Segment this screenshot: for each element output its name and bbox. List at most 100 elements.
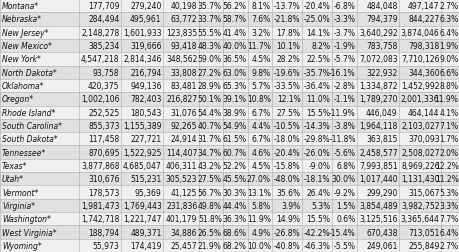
Text: 299,290: 299,290 (365, 188, 397, 197)
Text: 363,815: 363,815 (365, 135, 397, 144)
Text: 1,017,440: 1,017,440 (358, 175, 397, 183)
Text: Wyoming*: Wyoming* (2, 241, 42, 250)
Text: 10.0%: 10.0% (246, 241, 270, 250)
Text: 15.5%: 15.5% (306, 214, 330, 223)
Text: 855,373: 855,373 (88, 121, 119, 131)
Text: 6.7%: 6.7% (251, 108, 270, 117)
Text: Utah*: Utah* (2, 175, 24, 183)
Text: 33,808: 33,808 (170, 69, 197, 77)
Text: 15.5%: 15.5% (306, 108, 330, 117)
Bar (0, 146, 459, 159)
Text: 4.6%: 4.6% (251, 148, 270, 157)
Text: -36.4%: -36.4% (302, 82, 330, 91)
Bar (0, 239, 459, 252)
Text: 2.7%: 2.7% (438, 241, 458, 250)
Text: 13.1%: 13.1% (246, 188, 270, 197)
Text: 50.1%: 50.1% (197, 95, 221, 104)
Text: -18.1%: -18.1% (303, 175, 330, 183)
Bar (0, 133, 459, 146)
Text: 4,547,218: 4,547,218 (81, 55, 119, 64)
Text: -33.5%: -33.5% (273, 82, 300, 91)
Text: 782,403: 782,403 (130, 95, 161, 104)
Text: 1,601,933: 1,601,933 (123, 29, 161, 38)
Text: 370,093: 370,093 (407, 135, 439, 144)
Text: 17.8%: 17.8% (276, 29, 300, 38)
Text: 3.3%: 3.3% (438, 201, 458, 210)
Text: 10.1%: 10.1% (276, 42, 300, 51)
Text: 2.7%: 2.7% (438, 2, 458, 11)
Text: 45.5%: 45.5% (222, 175, 246, 183)
Text: 27.5%: 27.5% (276, 108, 300, 117)
Text: 38.9%: 38.9% (222, 108, 246, 117)
Text: New Jersey*: New Jersey* (2, 29, 48, 38)
Text: 6.4%: 6.4% (438, 29, 458, 38)
Text: 28.9%: 28.9% (197, 82, 221, 91)
Text: 284,494: 284,494 (88, 15, 119, 24)
Text: -5.6%: -5.6% (333, 148, 355, 157)
Text: -40.8%: -40.8% (273, 241, 300, 250)
Text: 798,318: 798,318 (408, 42, 439, 51)
Text: 1,155,389: 1,155,389 (123, 121, 161, 131)
Text: 33.7%: 33.7% (197, 15, 221, 24)
Text: 1,789,270: 1,789,270 (358, 95, 397, 104)
Text: 93,418: 93,418 (170, 42, 197, 51)
Text: 1.7%: 1.7% (438, 135, 458, 144)
Text: -11.9%: -11.9% (328, 108, 355, 117)
Text: 3,125,516: 3,125,516 (358, 214, 397, 223)
Text: 22.5%: 22.5% (306, 55, 330, 64)
Text: Oregon*: Oregon* (2, 95, 34, 104)
Text: 188,794: 188,794 (88, 228, 119, 237)
Text: 177,709: 177,709 (88, 2, 119, 11)
Bar (0, 226, 459, 239)
Text: 30.3%: 30.3% (222, 188, 246, 197)
Text: 27.0%: 27.0% (246, 175, 270, 183)
Text: -16.1%: -16.1% (328, 69, 355, 77)
Text: 2,148,278: 2,148,278 (81, 29, 119, 38)
Text: 49.8%: 49.8% (197, 201, 221, 210)
Text: 4.9%: 4.9% (251, 228, 270, 237)
Text: West Virginia*: West Virginia* (2, 228, 56, 237)
Text: 794,379: 794,379 (365, 15, 397, 24)
Text: 7,993,851: 7,993,851 (358, 161, 397, 170)
Text: Rhode Island*: Rhode Island* (2, 108, 55, 117)
Text: 216,794: 216,794 (130, 69, 161, 77)
Text: 56.2%: 56.2% (222, 2, 246, 11)
Text: 0.6%: 0.6% (336, 214, 355, 223)
Text: -11.8%: -11.8% (329, 135, 355, 144)
Bar (0, 40, 459, 53)
Text: 348,562: 348,562 (166, 55, 197, 64)
Text: 322,932: 322,932 (366, 69, 397, 77)
Text: 406,311: 406,311 (166, 161, 197, 170)
Text: New Mexico*: New Mexico* (2, 42, 52, 51)
Text: 3,365,644: 3,365,644 (400, 214, 439, 223)
Text: 174,419: 174,419 (130, 241, 161, 250)
Text: 31,076: 31,076 (170, 108, 197, 117)
Text: 1,334,872: 1,334,872 (358, 82, 397, 91)
Text: -1.1%: -1.1% (333, 95, 355, 104)
Text: 2,458,577: 2,458,577 (358, 148, 397, 157)
Text: 21.9%: 21.9% (197, 241, 221, 250)
Text: -26.0%: -26.0% (303, 148, 330, 157)
Text: 5.3%: 5.3% (310, 201, 330, 210)
Text: South Dakota*: South Dakota* (2, 135, 57, 144)
Text: 3,640,292: 3,640,292 (358, 29, 397, 38)
Text: 12.2%: 12.2% (434, 161, 458, 170)
Text: 420,375: 420,375 (88, 82, 119, 91)
Text: 7,072,083: 7,072,083 (358, 55, 397, 64)
Text: 8,969,226: 8,969,226 (400, 161, 439, 170)
Text: 54.9%: 54.9% (222, 121, 246, 131)
Text: 117,458: 117,458 (88, 135, 119, 144)
Text: 8.2%: 8.2% (310, 42, 330, 51)
Text: 305,523: 305,523 (165, 175, 197, 183)
Text: -14.3%: -14.3% (303, 121, 330, 131)
Text: 4.5%: 4.5% (251, 161, 270, 170)
Text: 55,973: 55,973 (93, 241, 119, 250)
Text: 8.8%: 8.8% (438, 82, 458, 91)
Text: 41,125: 41,125 (171, 188, 197, 197)
Text: South Carolina*: South Carolina* (2, 121, 62, 131)
Text: 497,147: 497,147 (407, 2, 439, 11)
Text: 1,742,718: 1,742,718 (81, 214, 119, 223)
Text: Washington*: Washington* (2, 214, 51, 223)
Text: -2.8%: -2.8% (333, 82, 355, 91)
Text: 63,772: 63,772 (170, 15, 197, 24)
